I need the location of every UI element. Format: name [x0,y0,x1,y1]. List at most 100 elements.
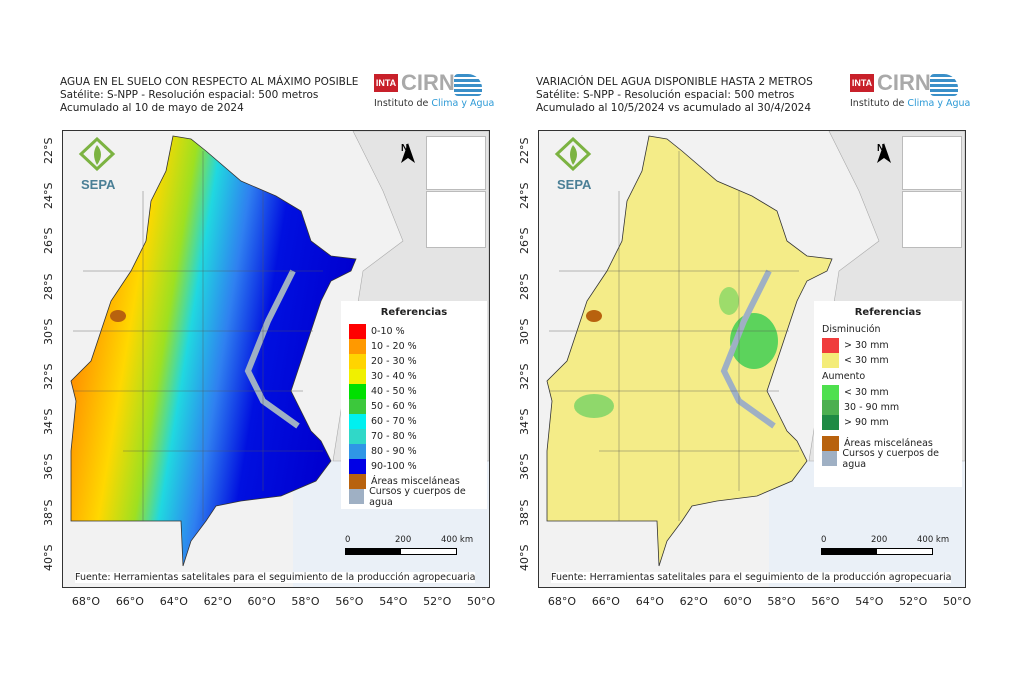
legend-label: > 30 mm [844,340,889,351]
map-panel-2: VARIACIÓN DEL AGUA DISPONIBLE HASTA 2 ME… [518,70,971,608]
longitude-label: 60°O [247,595,276,608]
legend-group-label: Aumento [822,371,866,382]
legend: Referencias Disminución > 30 mm < 30 mm Aume… [814,301,962,487]
legend-item: 20 - 30 % [349,354,479,369]
legend-label: 50 - 60 % [371,401,417,412]
legend-swatch [349,489,365,504]
legend-swatch [822,415,839,430]
longitude-label: 68°O [547,595,577,608]
longitude-label: 50°O [943,595,972,608]
parana-river [244,269,300,429]
map-frame: SEPA N Referencias 0-10 % 10 - 20 % 20 - 30 %… [62,130,490,588]
longitude-label: 66°O [591,595,620,608]
legend-swatch [349,384,366,399]
map-subtitle: Acumulado al 10/5/2024 vs acumulado al 3… [536,102,812,114]
legend-swatch [349,429,366,444]
legend-swatch [822,385,839,400]
legend-label: 40 - 50 % [371,386,417,397]
locator-inset-map [426,136,486,190]
legend-swatch [349,444,366,459]
legend-swatch [822,338,839,353]
legend-swatch [822,400,839,415]
legend-label: < 30 mm [844,387,889,398]
north-arrow-icon [401,143,415,163]
legend-swatch [349,414,366,429]
legend-swatch [349,324,366,339]
legend-item: 50 - 60 % [349,399,479,414]
institute-prefix: Instituto de [850,98,908,109]
legend-title: Referencias [854,307,922,318]
legend-title: Referencias [380,307,448,318]
legend-item: < 30 mm [822,353,954,368]
legend-label: > 90 mm [844,417,889,428]
legend-label: 20 - 30 % [371,356,417,367]
sepa-logo-text: SEPA [81,177,116,192]
legend-label: 30 - 90 mm [844,402,900,413]
longitude-label: 68°O [71,595,101,608]
longitude-label: 52°O [899,595,928,608]
sepa-logo: SEPA [553,137,603,192]
legend-item: 30 - 40 % [349,369,479,384]
latitude-label: 40°S [518,544,531,571]
institute-prefix: Instituto de [374,98,432,109]
legend-item: Áreas misceláneas [349,474,479,489]
latitude-label: 22°S [518,137,531,164]
sepa-leaf-icon [554,137,592,171]
legend-label: 10 - 20 % [371,341,417,352]
legend-swatch [822,436,839,451]
legend-label: 0-10 % [371,326,405,337]
source-note: Fuente: Herramientas satelitales para el… [551,572,952,583]
north-arrow: N [877,143,891,163]
map-panel-1: AGUA EN EL SUELO CON RESPECTO AL MÁXIMO … [42,70,499,608]
map-subtitle: Satélite: S-NPP - Resolución espacial: 5… [536,89,795,101]
legend-label: Áreas misceláneas [844,438,933,449]
inta-cirn-logo: INTA CIRN Instituto de Clima y Agua [374,70,499,114]
legend-item: > 30 mm [822,338,954,353]
legend-item: 0-10 % [349,324,479,339]
inta-logo-text: INTA [850,74,874,92]
legend-swatch [349,354,366,369]
legend-group-label: Disminución [822,324,881,335]
scale-bar: 0 200 400 km [345,535,475,557]
longitude-label: 58°O [767,595,796,608]
map-subtitle: Acumulado al 10 de mayo de 2024 [60,102,244,114]
locator-inset-antarctica [426,191,486,248]
institute-name: Instituto de Clima y Agua [850,98,970,109]
legend-item: 80 - 90 % [349,444,479,459]
scale-label-200: 200 [395,535,412,545]
longitude-label: 62°O [203,595,232,608]
scale-label-400: 400 km [441,535,474,545]
legend-label: Cursos y cuerpos de agua [369,485,466,508]
legend-label: 60 - 70 % [371,416,417,427]
legend-item: Cursos y cuerpos de agua [349,486,479,508]
legend-label: 90-100 % [371,461,417,472]
sepa-logo-text: SEPA [557,177,592,192]
scale-label-0: 0 [345,535,351,545]
longitude-label: 56°O [335,595,364,608]
misc-area [110,310,126,322]
legend-item: 40 - 50 % [349,384,479,399]
legend-label: 70 - 80 % [371,431,417,442]
legend-label: 80 - 90 % [371,446,417,457]
longitude-label: 66°O [115,595,144,608]
legend-swatch [822,451,838,466]
longitude-label: 50°O [467,595,496,608]
legend-item: > 90 mm [822,415,954,430]
department-boundaries [549,151,799,521]
legend-label: Cursos y cuerpos de agua [842,447,940,470]
north-arrow-icon [877,143,891,163]
study-region [70,135,357,567]
longitude-label: 56°O [811,595,840,608]
locator-inset-map [902,136,962,190]
longitude-label: 54°O [855,595,884,608]
latitude-label: 32°S [518,363,531,390]
latitude-label: 36°S [518,453,531,481]
department-boundaries [73,151,323,521]
misc-area [586,310,602,322]
scale-bar-graphic [821,548,933,555]
institute-highlight: Clima y Agua [907,98,971,109]
source-note: Fuente: Herramientas satelitales para el… [75,572,476,583]
scale-label-0: 0 [821,535,827,545]
institute-name: Instituto de Clima y Agua [374,98,494,109]
